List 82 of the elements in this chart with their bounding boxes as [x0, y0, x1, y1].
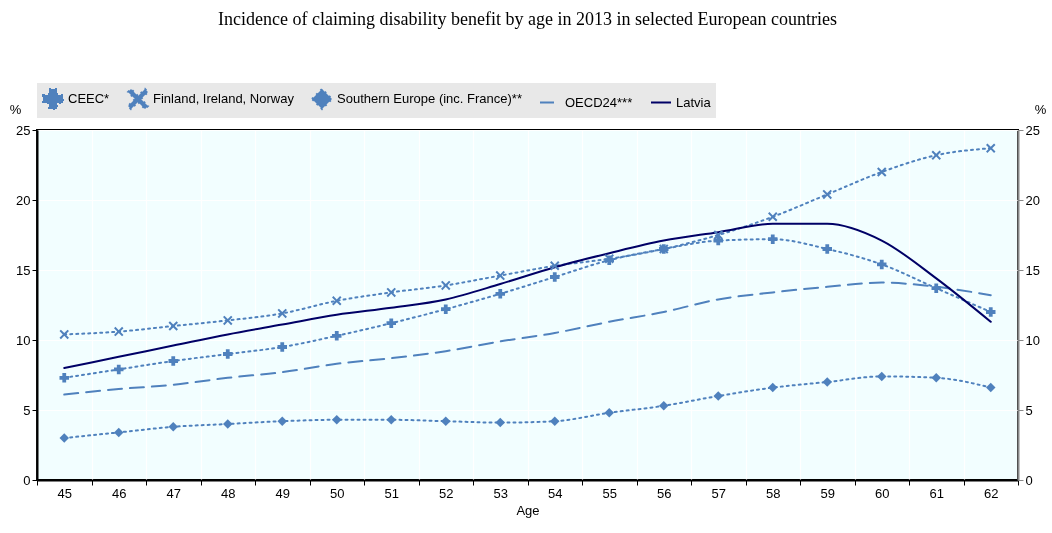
legend-label: CEEC*: [68, 91, 110, 106]
y-axis-title: %: [9, 101, 22, 117]
x-tick-label: 61: [929, 485, 944, 501]
point: [931, 373, 941, 383]
point: [822, 189, 832, 200]
point: [332, 296, 342, 306]
x-tick-label: 49: [275, 485, 290, 501]
point: [931, 283, 941, 293]
y2-tick-label: 10: [1025, 332, 1040, 348]
x-axis-title: Age: [516, 502, 540, 518]
x-tick-label: 59: [820, 485, 835, 501]
point: [114, 326, 124, 337]
point: [713, 230, 723, 240]
point: [223, 315, 233, 326]
y-tick-label: 25: [16, 122, 31, 138]
point: [986, 382, 996, 393]
legend-label: Southern Europe (inc. France)**: [337, 91, 522, 106]
y-tick-label: 5: [23, 402, 31, 418]
x-tick-label: 58: [766, 485, 781, 501]
legend-label: Finland, Ireland, Norway: [153, 91, 295, 106]
point: [277, 308, 287, 319]
point: [168, 422, 178, 432]
point: [550, 261, 560, 271]
chart-title: Incidence of claiming disability benefit by age in 2013 in selected European countries: [218, 9, 837, 29]
x-tick-label: 54: [548, 485, 563, 501]
point: [386, 318, 396, 328]
point: [386, 415, 396, 425]
y-tick-label: 10: [16, 332, 31, 348]
y2-tick-label: 0: [1025, 472, 1033, 488]
point: [441, 280, 451, 291]
point: [277, 342, 287, 352]
x-tick-label: 47: [166, 485, 181, 501]
point: [114, 427, 124, 438]
legend-label: Latvia: [676, 94, 712, 110]
point: [986, 143, 996, 153]
x-tick-label: 60: [875, 485, 890, 501]
point: [495, 417, 505, 428]
x-tick-label: 51: [384, 485, 399, 501]
x-tick-label: 50: [330, 485, 345, 501]
point: [604, 408, 614, 418]
point: [768, 382, 778, 393]
point: [495, 289, 505, 299]
y-tick-label: 0: [23, 472, 31, 488]
point: [332, 331, 342, 341]
point: [168, 321, 178, 331]
point: [931, 150, 941, 160]
point: [495, 270, 505, 281]
y-tick-label: 15: [16, 262, 31, 278]
point: [59, 329, 69, 340]
point: [822, 244, 832, 254]
y2-tick-label: 20: [1025, 192, 1040, 208]
x-tick-label: 46: [112, 485, 127, 501]
point: [768, 234, 778, 244]
legend-label: OECD24***: [565, 94, 633, 110]
point: [441, 304, 451, 314]
y2-axis-title: %: [1034, 101, 1047, 117]
point: [441, 416, 451, 426]
point: [386, 287, 396, 298]
point: [877, 167, 887, 177]
y2-tick-label: 15: [1025, 262, 1040, 278]
point: [332, 415, 342, 425]
point: [550, 416, 560, 426]
y2-tick-label: 25: [1025, 122, 1040, 138]
point: [223, 349, 233, 359]
point: [768, 212, 778, 222]
point: [986, 307, 996, 317]
point: [550, 272, 560, 282]
x-tick-label: 45: [57, 485, 72, 501]
point: [59, 373, 69, 383]
x-tick-label: 53: [493, 485, 508, 501]
y2-tick-label: 5: [1025, 402, 1033, 418]
x-tick-label: 55: [602, 485, 617, 501]
x-tick-label: 52: [439, 485, 454, 501]
x-tick-label: 57: [711, 485, 726, 501]
point: [277, 416, 287, 426]
point: [168, 356, 178, 366]
point: [877, 371, 887, 382]
point: [659, 401, 669, 411]
x-tick-label: 56: [657, 485, 672, 501]
x-tick-label: 48: [221, 485, 236, 501]
y-tick-label: 20: [16, 192, 31, 208]
x-tick-label: 62: [984, 485, 999, 501]
